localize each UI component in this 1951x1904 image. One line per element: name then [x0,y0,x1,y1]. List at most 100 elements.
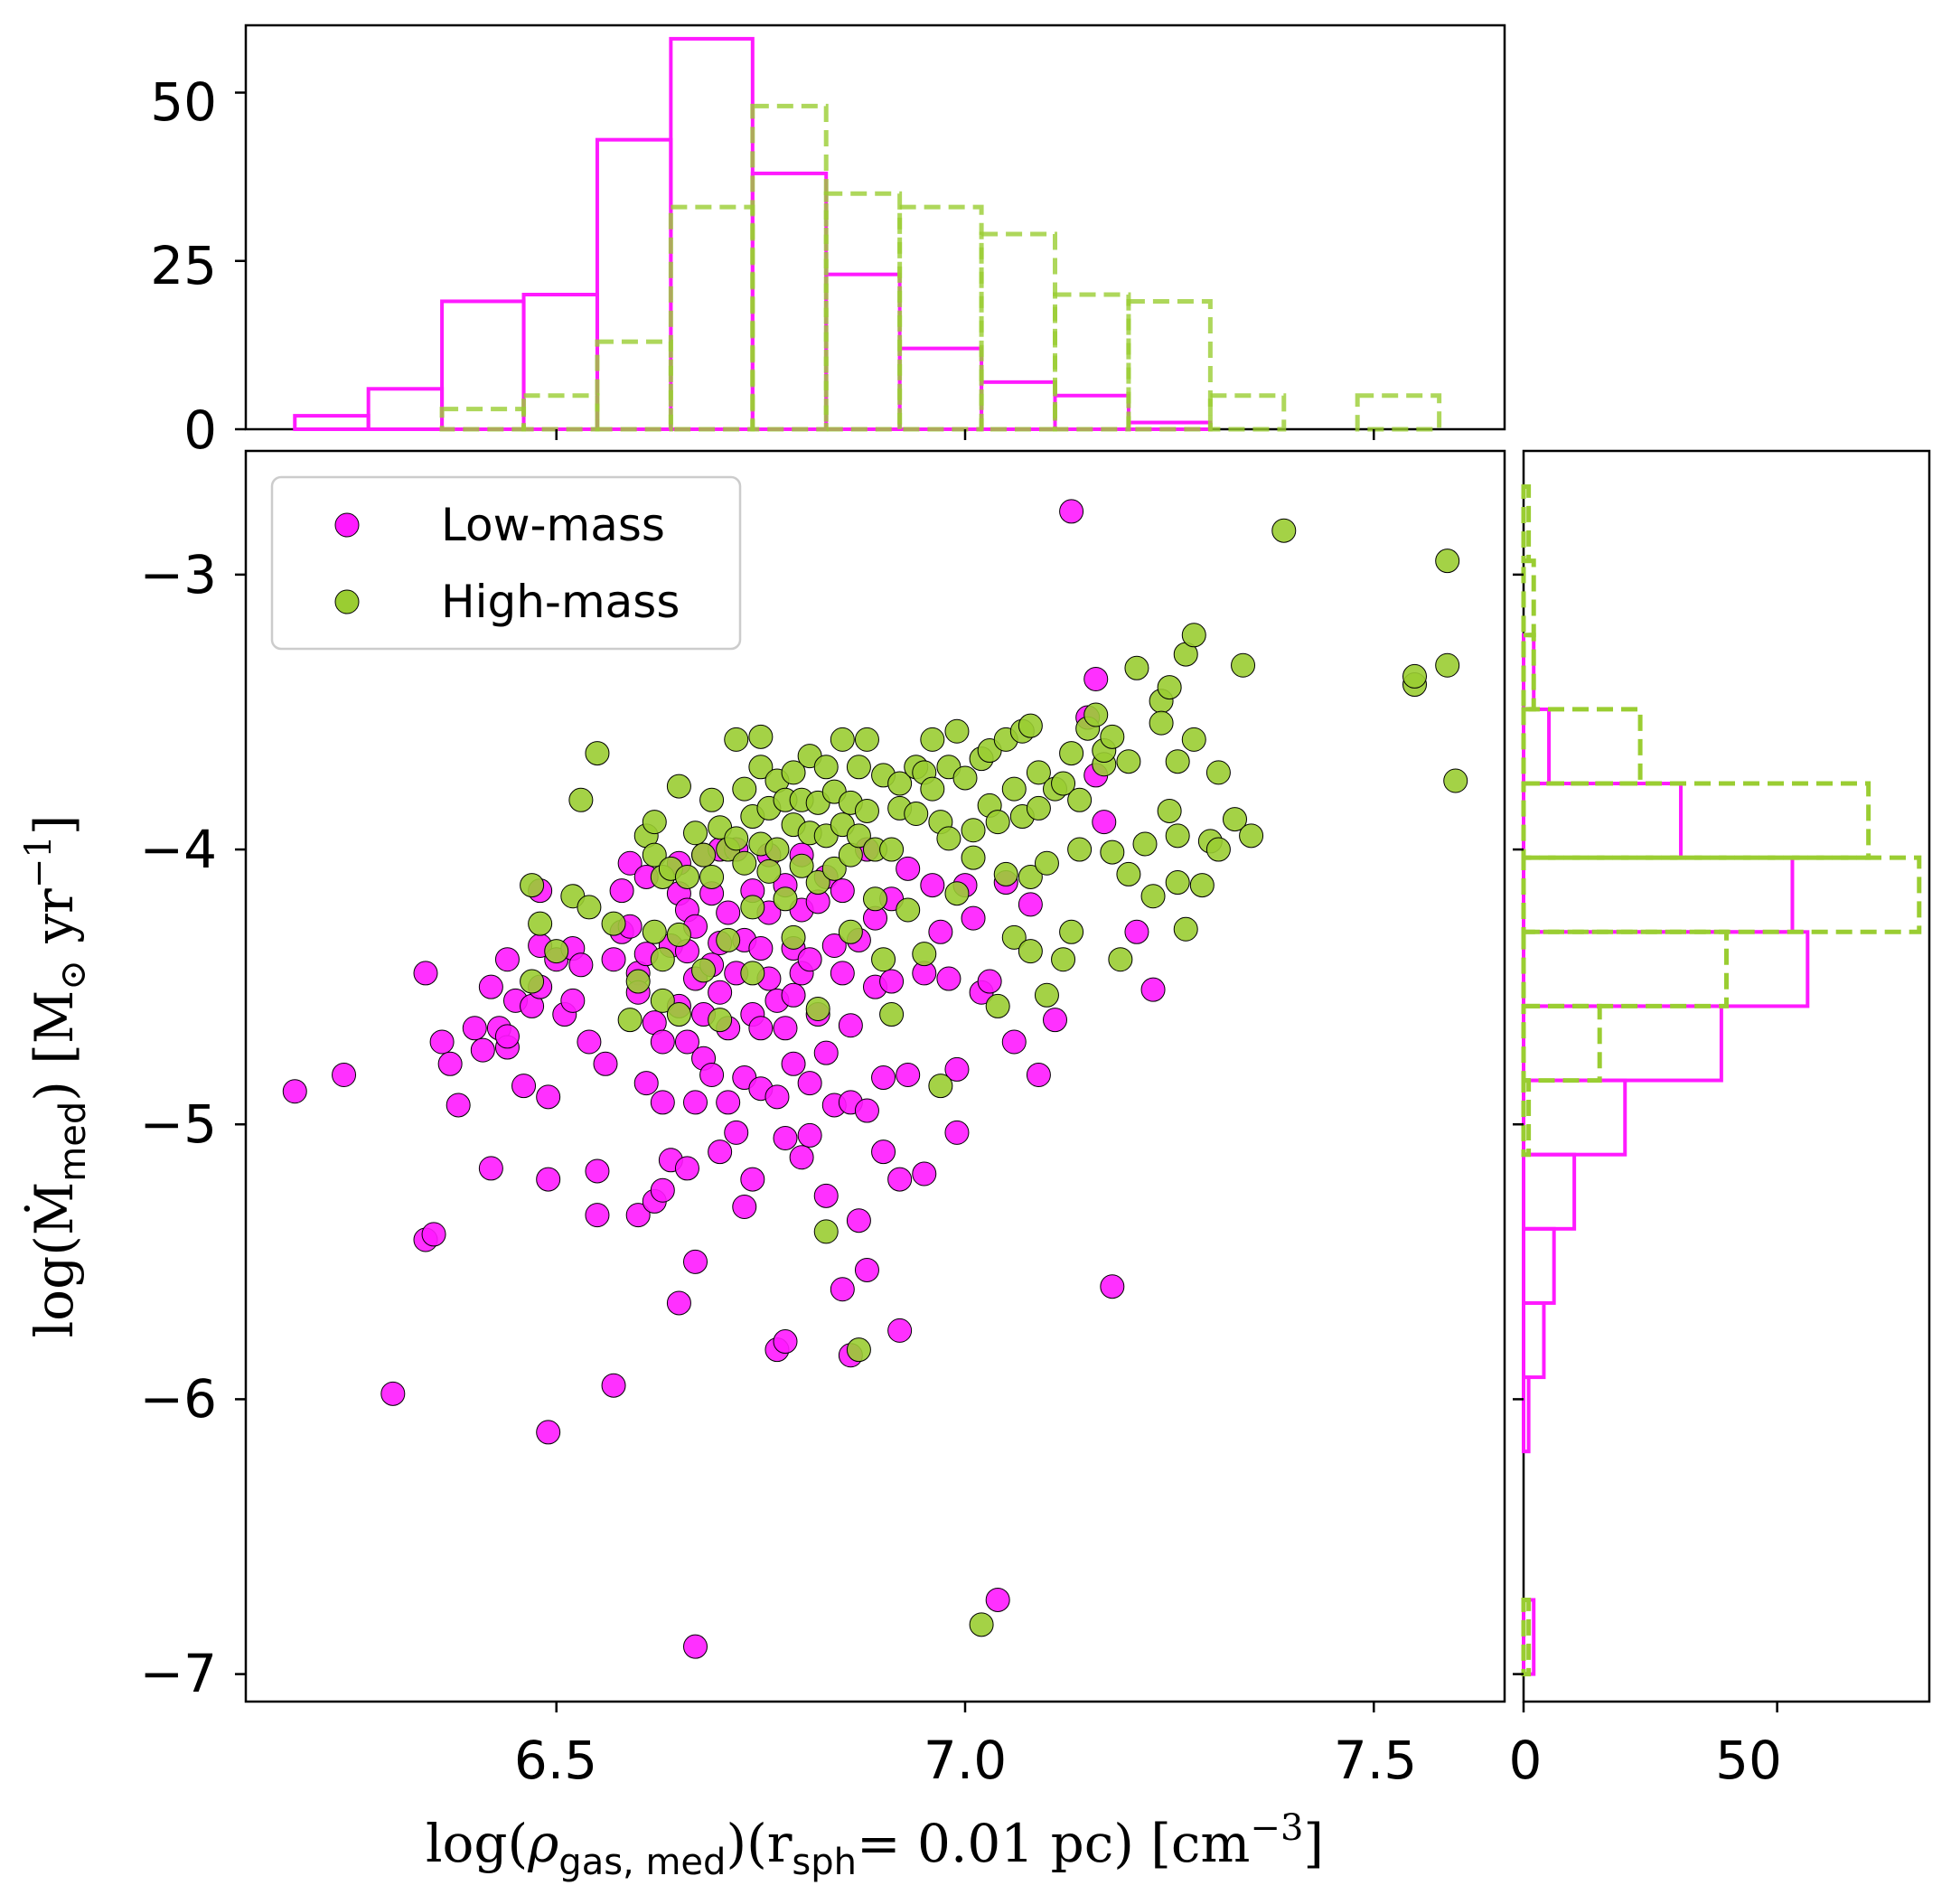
legend: Low-mass High-mass [270,475,742,651]
scatter-point-low-mass [716,900,741,925]
scatter-point-low-mass [650,1177,675,1203]
scatter-point-high-mass [969,1612,994,1637]
scatter-point-low-mass [568,952,594,978]
scatter-point-low-mass [896,1062,921,1087]
scatter-point-high-mass [708,1008,733,1033]
scatter-point-high-mass [904,802,929,827]
top-histogram-bar-high-mass [1053,292,1131,432]
scatter-point-low-mass [699,1062,725,1087]
scatter-point-low-mass [536,1420,561,1445]
scatter-point-low-mass [887,1318,913,1343]
scatter-point-low-mass [764,1084,790,1110]
scatter-point-high-mass [928,1074,953,1099]
scatter-point-low-mass [494,1024,520,1049]
scatter-point-high-mass [985,810,1010,835]
axis-ticks [235,91,1778,1712]
scatter-point-low-mass [674,1029,699,1055]
scatter-point-high-mass [773,886,798,912]
scatter-point-high-mass [1116,749,1141,774]
scatter-point-high-mass [642,810,667,835]
right-histogram-bar-high-mass [1521,484,1532,564]
scatter-point-high-mass [764,837,790,862]
y-tick-label: −7 [140,1643,218,1704]
scatter-point-high-mass [674,864,699,889]
scatter-point-low-mass [1083,666,1109,691]
scatter-point-low-mass [421,1222,446,1247]
scatter-point-low-mass [838,1013,863,1038]
scatter-point-low-mass [781,982,806,1008]
scatter-point-low-mass [830,878,855,904]
scatter-point-low-mass [985,1587,1010,1612]
scatter-point-high-mass [568,787,594,812]
scatter-point-high-mass [1018,864,1043,889]
scatter-point-high-mass [789,853,814,878]
scatter-point-low-mass [1092,810,1117,835]
scatter-point-high-mass [601,911,626,936]
legend-box [270,475,742,651]
top-histogram-bar-high-mass [1207,393,1287,432]
scatter-high-mass [520,518,1468,1637]
scatter-point-high-mass [1239,823,1264,849]
scatter-point-high-mass [821,856,847,881]
y-tick-label: −3 [140,544,218,605]
scatter-point-high-mass [813,1219,839,1244]
scatter-point-low-mass [773,1016,798,1041]
top-hist-y-tick-label: 50 [150,71,217,133]
top-hist-y-tick-label: 0 [183,399,217,461]
scatter-point-low-mass [854,1257,879,1282]
scatter-point-low-mass [536,1084,561,1110]
legend-label-high-mass: High-mass [441,576,680,628]
scatter-point-high-mass [1402,663,1427,689]
scatter-point-high-mass [1205,760,1231,785]
scatter-point-high-mass [544,939,569,964]
scatter-point-low-mass [380,1381,406,1406]
scatter-point-high-mass [691,958,717,983]
scatter-point-low-mass [577,1029,602,1055]
scatter-point-high-mass [813,755,839,780]
scatter-point-high-mass [1026,795,1051,821]
scatter-point-high-mass [896,897,921,923]
scatter-point-high-mass [1001,924,1027,950]
scatter-point-high-mass [1059,741,1084,766]
scatter-point-high-mass [666,774,691,799]
scatter-point-high-mass [520,873,545,898]
scatter-point-high-mass [781,760,806,785]
top-histogram-bar-high-mass [897,204,984,432]
scatter-point-low-mass [896,856,921,881]
scatter-point-low-mass [585,1158,610,1184]
top-histogram-bar-high-mass [521,393,600,432]
scatter-point-high-mass [1100,724,1125,749]
scatter-point-high-mass [1051,947,1076,972]
scatter-point-high-mass [617,1008,643,1033]
scatter-point-high-mass [1165,870,1190,896]
top-histogram-bar-high-mass [1355,393,1442,432]
scatter-point-high-mass [1116,861,1141,886]
right-histogram-bar-high-mass [1521,781,1871,860]
right-histogram-high-mass [1521,484,1922,1677]
scatter-point-high-mass [1067,787,1093,812]
scatter-point-low-mass [413,961,438,986]
scatter-point-high-mass [1443,768,1468,793]
scatter-point-high-mass [879,1002,905,1027]
scatter-point-high-mass [1435,549,1460,574]
x-tick-label: 7.5 [1334,1730,1417,1791]
scatter-point-high-mass [1026,760,1051,785]
scatter-point-low-mass [666,1290,691,1316]
scatter-point-low-mass [781,1051,806,1076]
scatter-point-low-mass [462,1016,487,1041]
scatter-point-low-mass [429,1029,455,1055]
scatter-point-low-mass [724,1120,749,1145]
scatter-point-high-mass [993,861,1018,886]
scatter-point-low-mass [708,1140,733,1165]
scatter-point-high-mass [1435,652,1460,678]
scatter-point-high-mass [1018,713,1043,738]
scatter-point-low-mass [748,1016,774,1041]
scatter-point-low-mass [846,1208,871,1233]
scatter-point-high-mass [691,842,717,868]
scatter-point-low-mass [478,1156,503,1181]
scatter-point-low-mass [617,850,643,876]
scatter-point-low-mass [789,1145,814,1170]
legend-marker-high-mass [334,589,360,614]
scatter-point-high-mass [577,895,602,920]
scatter-point-high-mass [748,755,774,780]
